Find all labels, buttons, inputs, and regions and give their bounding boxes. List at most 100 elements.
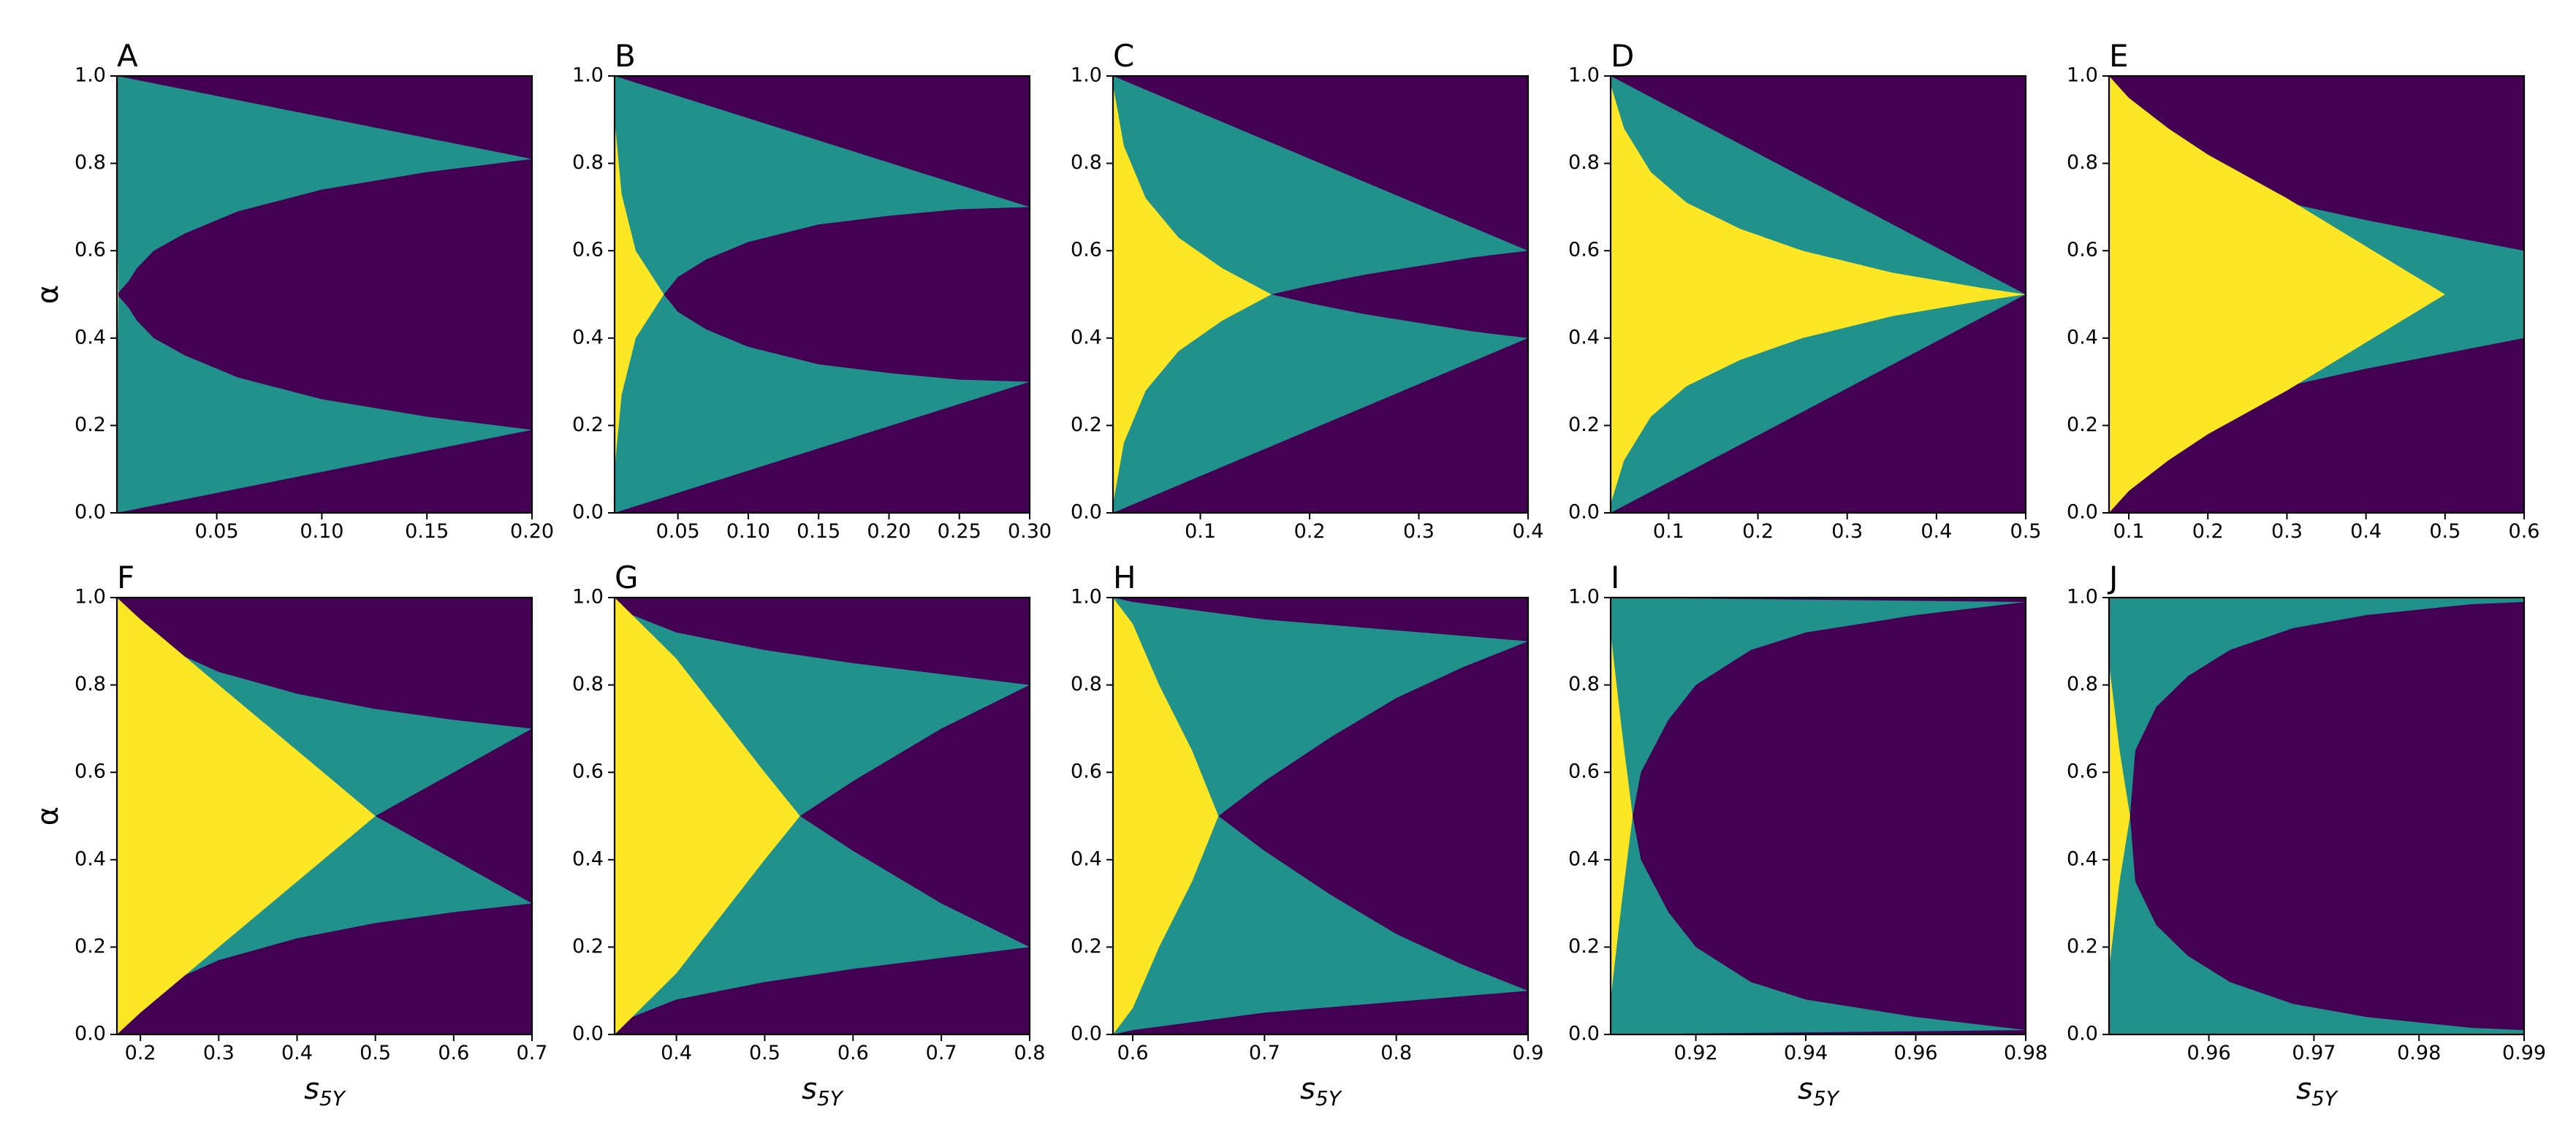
x-tick-label: 0.98 bbox=[2397, 1042, 2441, 1064]
x-tick-label: 0.6 bbox=[837, 1042, 869, 1064]
y-tick-label: 0.8 bbox=[1568, 151, 1600, 174]
y-tick-label: 1.0 bbox=[2067, 64, 2098, 87]
region-purple bbox=[117, 159, 532, 430]
x-tick-label: 0.1 bbox=[1185, 520, 1216, 543]
axes-frame bbox=[1609, 75, 2027, 514]
region-purple bbox=[375, 728, 532, 904]
y-tick-label: 1.0 bbox=[572, 64, 604, 87]
x-tick-label: 0.1 bbox=[2113, 520, 2145, 543]
y-tick-label: 0.2 bbox=[572, 413, 604, 436]
panel-label: A bbox=[117, 38, 138, 74]
y-tick-label: 0.6 bbox=[1071, 239, 1102, 262]
x-axis-label: s5Y bbox=[2296, 1072, 2338, 1110]
region-purple bbox=[799, 685, 1030, 948]
x-axis-label-main: s bbox=[2296, 1072, 2311, 1106]
axes-frame bbox=[2108, 75, 2526, 514]
region-yellow bbox=[117, 598, 376, 1034]
y-tick-label: 0.8 bbox=[2067, 673, 2098, 695]
region-yellow bbox=[1611, 85, 2026, 504]
y-axis-label: α bbox=[31, 285, 65, 304]
axes-frame bbox=[1609, 596, 2027, 1036]
y-tick-label: 0.8 bbox=[572, 151, 604, 174]
panel-e: 0.0 0.2 0.4 0.6 0.8 1.0 0.1 0.2 0.3 0.4 0.5 0.6 E bbox=[2067, 38, 2539, 543]
y-tick-label: 1.0 bbox=[75, 586, 106, 609]
y-tick-label: 0.2 bbox=[75, 413, 106, 436]
y-tick-label: 0.8 bbox=[572, 673, 604, 695]
y-tick-label: 0.4 bbox=[2067, 847, 2098, 870]
y-tick-label: 0.6 bbox=[2067, 760, 2098, 783]
x-tick-label: 0.4 bbox=[2350, 520, 2382, 543]
x-axis-label: s5Y bbox=[1798, 1072, 1840, 1110]
panel-label: B bbox=[615, 38, 636, 74]
x-tick-label: 0.20 bbox=[867, 520, 911, 543]
x-tick-label: 0.4 bbox=[281, 1042, 313, 1064]
region-yellow bbox=[2109, 663, 2130, 969]
x-tick-label: 0.25 bbox=[938, 520, 981, 543]
panel-label: C bbox=[1113, 38, 1134, 74]
y-tick-label: 1.0 bbox=[1568, 586, 1600, 609]
x-axis-label-main: s bbox=[1300, 1072, 1315, 1106]
x-tick-label: 0.96 bbox=[2187, 1042, 2231, 1064]
panel-c: 0.0 0.2 0.4 0.6 0.8 1.0 0.1 0.2 0.3 0.4 C bbox=[1071, 38, 1543, 543]
x-tick-label: 0.3 bbox=[203, 1042, 235, 1064]
x-tick-label: 0.20 bbox=[510, 520, 554, 543]
y-tick-label: 0.6 bbox=[572, 760, 604, 783]
x-tick-label: 0.05 bbox=[656, 520, 700, 543]
axes-frame bbox=[613, 75, 1031, 514]
region-purple bbox=[1218, 641, 1528, 991]
panel-label: J bbox=[2107, 560, 2118, 595]
x-tick-label: 0.4 bbox=[1513, 520, 1544, 543]
y-tick-label: 0.0 bbox=[1071, 1023, 1102, 1045]
region-yellow bbox=[615, 598, 800, 1034]
y-tick-label: 0.8 bbox=[75, 673, 106, 695]
x-tick-label: 0.9 bbox=[1513, 1042, 1544, 1064]
x-tick-label: 0.8 bbox=[1014, 1042, 1046, 1064]
y-tick-label: 0.2 bbox=[1071, 935, 1102, 958]
x-axis-label: s5Y bbox=[304, 1072, 346, 1110]
region-purple bbox=[664, 207, 1030, 382]
y-tick-label: 0.8 bbox=[1071, 151, 1102, 174]
y-tick-label: 0.2 bbox=[2067, 935, 2098, 958]
x-tick-label: 0.3 bbox=[1403, 520, 1435, 543]
region-yellow bbox=[2109, 76, 2445, 513]
y-tick-label: 0.0 bbox=[2067, 501, 2098, 524]
y-tick-label: 0.4 bbox=[75, 847, 106, 870]
y-tick-label: 0.8 bbox=[2067, 151, 2098, 174]
x-tick-label: 0.97 bbox=[2292, 1042, 2336, 1064]
axes-frame bbox=[2108, 596, 2526, 1036]
x-tick-label: 0.15 bbox=[405, 520, 449, 543]
y-tick-label: 0.4 bbox=[572, 326, 604, 348]
region-purple bbox=[2129, 602, 2524, 1030]
y-tick-label: 0.2 bbox=[1071, 413, 1102, 436]
x-axis-label-sub: 5Y bbox=[1813, 1086, 1840, 1110]
y-tick-label: 0.6 bbox=[572, 239, 604, 262]
x-axis-label-main: s bbox=[802, 1072, 817, 1106]
y-tick-label: 1.0 bbox=[2067, 586, 2098, 609]
x-tick-label: 0.4 bbox=[661, 1042, 692, 1064]
y-tick-label: 0.8 bbox=[75, 151, 106, 174]
region-yellow bbox=[1611, 632, 1633, 1000]
region-purple bbox=[1271, 251, 1528, 338]
y-tick-label: 0.0 bbox=[1568, 1023, 1600, 1045]
y-tick-label: 0.0 bbox=[75, 501, 106, 524]
x-tick-label: 0.10 bbox=[726, 520, 770, 543]
x-tick-label: 0.10 bbox=[300, 520, 343, 543]
y-tick-label: 0.4 bbox=[1071, 847, 1102, 870]
region-yellow bbox=[1113, 85, 1272, 504]
y-tick-label: 0.0 bbox=[572, 1023, 604, 1045]
x-tick-label: 0.99 bbox=[2502, 1042, 2546, 1064]
panel-label: I bbox=[1611, 560, 1619, 595]
y-tick-label: 0.0 bbox=[572, 501, 604, 524]
panel-f: 0.0 0.2 0.4 0.6 0.8 1.0 0.2 0.3 0.4 0.5 0.6 0.7 Fα s5… bbox=[31, 560, 547, 1110]
axes-frame bbox=[1112, 596, 1530, 1036]
axes-frame bbox=[115, 75, 533, 514]
y-tick-label: 1.0 bbox=[1071, 586, 1102, 609]
x-tick-label: 0.30 bbox=[1008, 520, 1052, 543]
x-axis-label: s5Y bbox=[1300, 1072, 1342, 1110]
y-tick-label: 1.0 bbox=[572, 586, 604, 609]
x-tick-label: 0.96 bbox=[1893, 1042, 1937, 1064]
x-tick-label: 0.6 bbox=[2509, 520, 2540, 543]
region-yellow bbox=[1113, 598, 1219, 1034]
panel-label: D bbox=[1611, 38, 1634, 74]
